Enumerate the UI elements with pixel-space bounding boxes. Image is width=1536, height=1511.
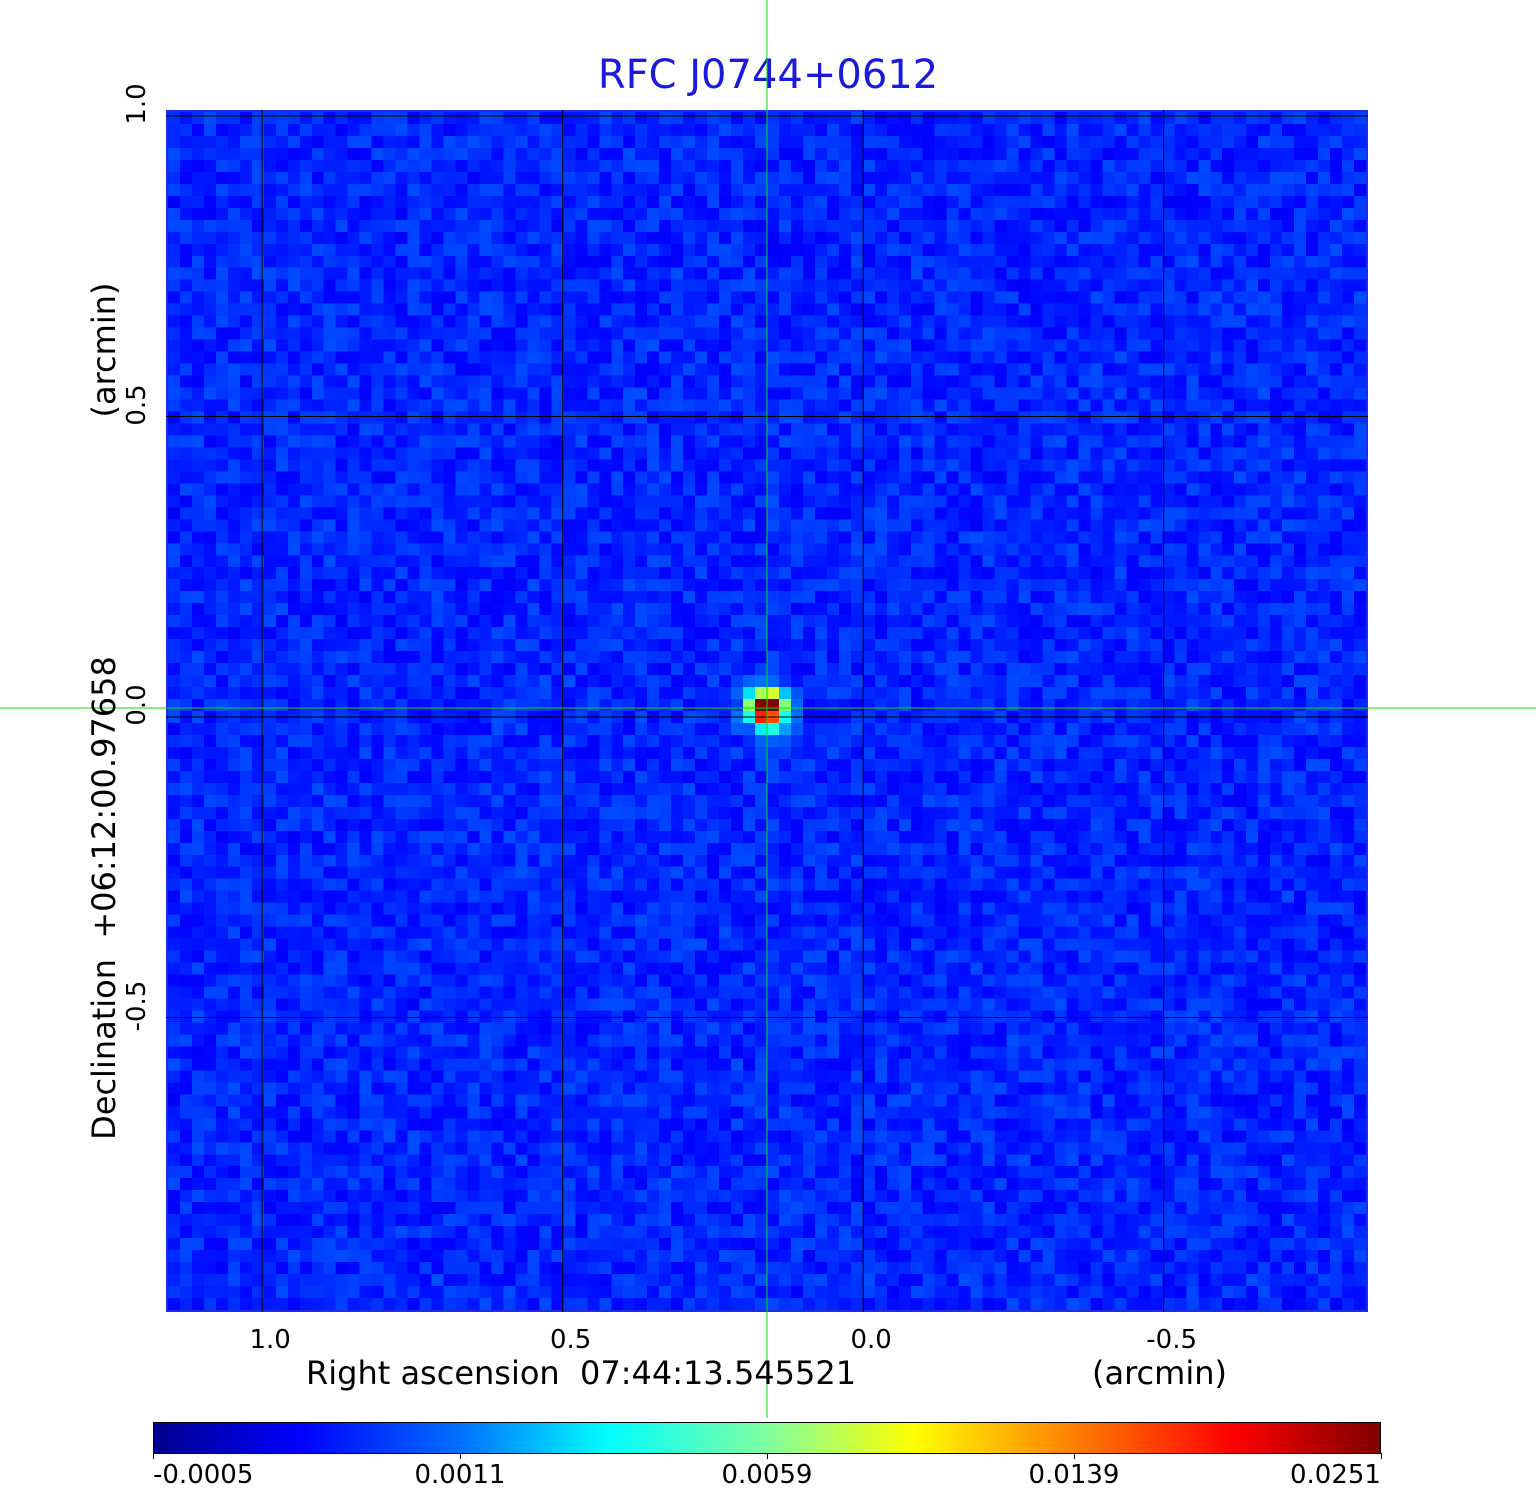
colorbar-tick-label: 0.0011: [414, 1460, 506, 1490]
chart-title: RFC J0744+0612: [597, 52, 939, 98]
x-tick-label: 0.0: [850, 1325, 892, 1355]
y-tick-label: 0.0: [122, 684, 152, 726]
x-axis-label: Right ascension 07:44:13.545521: [306, 1354, 857, 1392]
colorbar-tick-label: -0.0005: [153, 1460, 254, 1490]
colorbar-tick-mark: [460, 1453, 461, 1459]
colorbar-tick-mark: [767, 1453, 768, 1459]
colorbar-tick-mark: [1381, 1453, 1382, 1459]
intensity-heatmap: [168, 112, 1366, 1310]
colorbar-tick-mark: [1074, 1453, 1075, 1459]
y-tick-label: -0.5: [122, 980, 152, 1031]
colorbar-tick-label: 0.0059: [721, 1460, 813, 1490]
colorbar-tick-mark: [153, 1453, 154, 1459]
image-map: [166, 110, 1368, 1312]
x-tick-label: 0.5: [549, 1325, 592, 1355]
y-tick-label: 0.5: [122, 383, 152, 426]
x-axis-unit: (arcmin): [1092, 1354, 1227, 1392]
y-axis-unit: (arcmin): [85, 282, 123, 418]
x-tick-label: -0.5: [1146, 1325, 1198, 1355]
y-tick-label: 1.0: [122, 83, 152, 125]
y-axis-label: Declination +06:12:00.97658: [85, 656, 123, 1140]
colorbar: [153, 1422, 1381, 1454]
colorbar-tick-label: 0.0251: [1290, 1460, 1381, 1490]
x-tick-label: 1.0: [249, 1325, 291, 1355]
colorbar-tick-label: 0.0139: [1028, 1460, 1120, 1490]
